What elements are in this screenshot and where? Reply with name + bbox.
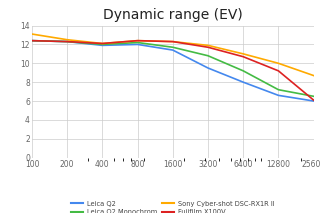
Title: Dynamic range (EV): Dynamic range (EV)	[103, 8, 243, 22]
Legend: Leica Q2, Leica Q2 Monochrom, Sony Cyber-shot DSC-RX1R II, Fujifilm X100V: Leica Q2, Leica Q2 Monochrom, Sony Cyber…	[69, 198, 277, 213]
